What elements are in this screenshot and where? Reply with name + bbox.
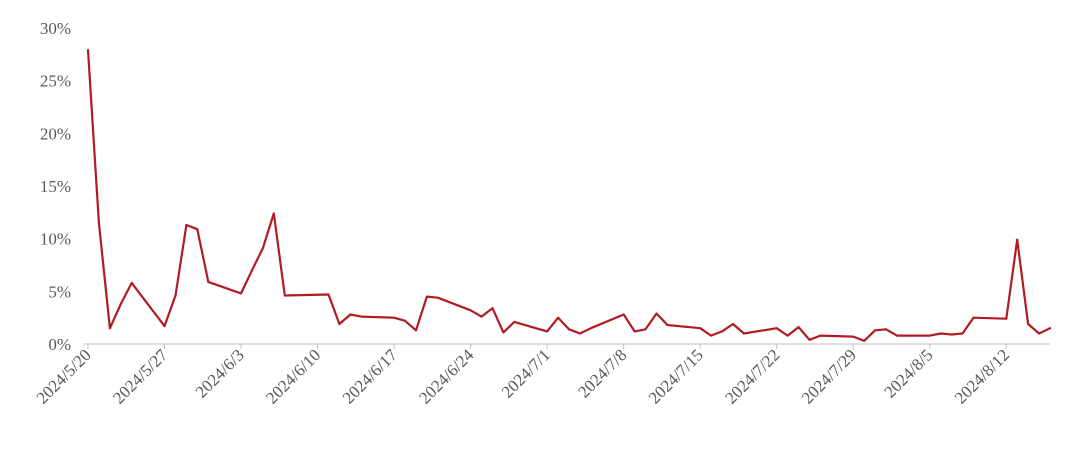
data-point [415, 329, 417, 332]
data-point [1005, 317, 1008, 320]
x-tick-label: 2024/7/15 [645, 345, 707, 407]
x-tick-label: 2024/8/12 [951, 345, 1013, 407]
data-point [710, 334, 713, 337]
y-tick-label: 20% [40, 124, 71, 143]
data-point [633, 330, 636, 333]
data-point [513, 320, 516, 323]
data-point [939, 332, 942, 335]
data-point [207, 280, 210, 283]
y-tick-label: 15% [40, 177, 71, 196]
y-tick-label: 10% [40, 230, 71, 249]
data-point [742, 332, 745, 335]
data-point [283, 294, 286, 297]
data-point [775, 327, 778, 330]
data-point [721, 330, 723, 333]
data-point [589, 327, 592, 330]
data-point [425, 295, 428, 298]
data-point [240, 292, 242, 295]
x-tick-label: 2024/6/24 [415, 345, 478, 408]
x-tick-label: 2024/5/20 [33, 345, 95, 407]
data-point [885, 328, 887, 331]
data-point [163, 325, 166, 328]
data-point [491, 307, 494, 310]
x-tick-label: 2024/6/17 [339, 345, 402, 408]
x-axis-ticks: 2024/5/20 2024/5/27 2024/6/3 2024/6/10 2024/… [33, 344, 1013, 408]
data-point [119, 303, 122, 305]
data-point [404, 319, 406, 322]
y-tick-label: 30% [40, 19, 71, 38]
data-point [546, 330, 549, 333]
data-point [469, 309, 472, 312]
data-point [272, 212, 275, 215]
data-point [185, 224, 188, 226]
data-point [852, 335, 855, 338]
data-point [1038, 332, 1041, 335]
x-tick-label: 2024/6/10 [262, 345, 324, 407]
data-point [950, 333, 953, 336]
data-point [130, 281, 133, 284]
data-point [1049, 327, 1051, 330]
x-tick-label: 2024/6/3 [192, 345, 248, 401]
data-point [928, 334, 931, 337]
data-point [349, 313, 352, 316]
data-point [108, 327, 111, 330]
data-point [972, 316, 975, 319]
data-point [1016, 238, 1019, 241]
y-tick-label: 5% [48, 282, 71, 301]
data-point [338, 323, 341, 325]
data-point [568, 328, 570, 331]
data-point [87, 49, 89, 52]
data-point [874, 329, 877, 332]
data-point [261, 247, 264, 250]
data-point [327, 293, 330, 296]
data-point [622, 313, 625, 316]
data-point [896, 334, 898, 337]
data-point [655, 312, 658, 315]
data-point [644, 328, 647, 331]
data-point [666, 324, 669, 326]
data-point [961, 332, 964, 335]
data-point [502, 331, 505, 334]
x-tick-label: 2024/7/8 [574, 345, 630, 401]
x-tick-label: 2024/7/22 [721, 345, 783, 407]
data-point [360, 315, 363, 318]
data-point [557, 316, 560, 319]
data-point [699, 327, 702, 330]
data-point [436, 296, 439, 299]
data-point [819, 334, 822, 337]
data-points [87, 49, 1051, 342]
series-line [86, 49, 1052, 342]
data-point [393, 316, 396, 319]
data-point [863, 339, 866, 342]
x-tick-label: 2024/7/29 [798, 345, 860, 407]
data-point [808, 338, 811, 341]
data-point [97, 221, 100, 224]
y-tick-label: 25% [40, 72, 71, 91]
y-tick-label: 0% [48, 335, 71, 354]
data-point [578, 332, 581, 335]
data-point [786, 334, 789, 337]
data-point [797, 326, 800, 329]
data-point [1027, 323, 1030, 325]
data-point [251, 269, 253, 272]
x-tick-label: 2024/7/1 [498, 345, 554, 401]
data-point [480, 315, 483, 318]
x-tick-label: 2024/8/5 [880, 345, 936, 401]
y-axis-ticks: 0% 5% 10% 15% 20% 25% 30% [40, 19, 71, 354]
x-tick-label: 2024/5/27 [109, 345, 172, 408]
data-point [174, 294, 177, 297]
data-point [196, 228, 199, 231]
data-point [732, 323, 734, 325]
